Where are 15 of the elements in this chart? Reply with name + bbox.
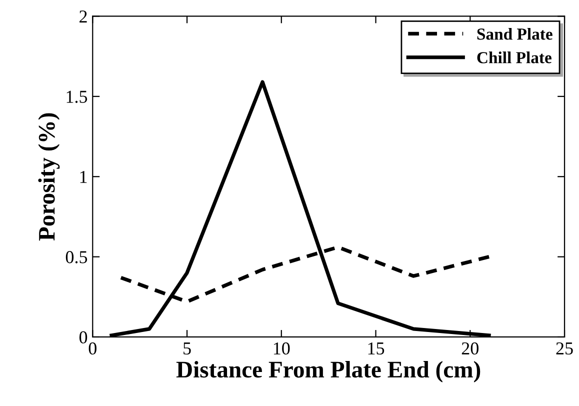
- y-tick-label: 1: [80, 170, 87, 183]
- y-tick-label: 0: [79, 331, 88, 344]
- x-tick-label: 25: [556, 342, 573, 355]
- y-tick-label: 2: [80, 10, 87, 23]
- legend-label: Sand Plate: [477, 28, 552, 40]
- y-tick-label: 0.5: [66, 251, 88, 264]
- x-tick-label: 10: [274, 342, 290, 355]
- y-tick-label: 1.5: [66, 90, 88, 103]
- x-tick-label: 15: [368, 342, 384, 355]
- x-tick-label: 20: [462, 342, 478, 355]
- x-tick-label: 5: [184, 342, 191, 355]
- y-axis-title: Porosity (%): [38, 113, 60, 241]
- x-axis-title: Distance From Plate End (cm): [176, 360, 480, 382]
- legend-label: Chill Plate: [477, 52, 552, 64]
- x-tick-label: 0: [88, 342, 96, 355]
